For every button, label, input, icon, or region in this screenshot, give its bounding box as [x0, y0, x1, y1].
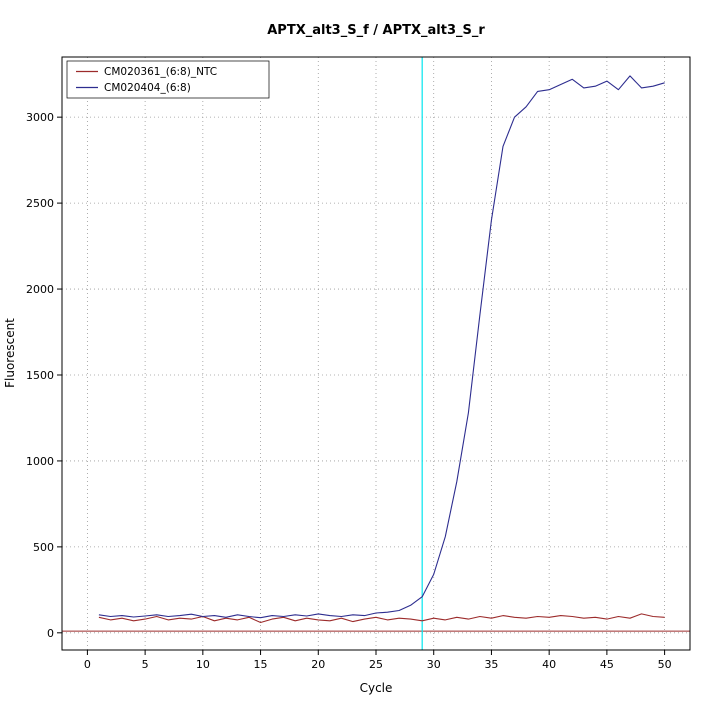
y-tick-label: 2500: [26, 197, 54, 210]
chart-title: APTX_alt3_S_f / APTX_alt3_S_r: [267, 23, 485, 38]
legend-label-sample: CM020404_(6:8): [104, 82, 191, 94]
y-tick-label: 3000: [26, 111, 54, 124]
grid-lines: [62, 57, 690, 650]
y-tick-label: 0: [47, 627, 54, 640]
threshold-lines: [62, 57, 690, 650]
x-tick-label: 35: [484, 658, 498, 671]
x-tick-label: 25: [369, 658, 383, 671]
x-tick-label: 5: [142, 658, 149, 671]
tick-labels: 0 5 10 15 20 25 30 35 40 45 5005001000150020002500…: [26, 111, 672, 671]
x-axis-label: Cycle: [360, 681, 393, 695]
x-tick-label: 40: [542, 658, 556, 671]
legend: CM020361_(6:8)_NTC CM020404_(6:8): [66, 60, 270, 99]
y-tick-label: 2000: [26, 283, 54, 296]
legend-box: [66, 60, 270, 99]
x-tick-label: 50: [658, 658, 672, 671]
x-tick-label: 0: [84, 658, 91, 671]
x-tick-label: 10: [196, 658, 210, 671]
series-line-1: [98, 75, 665, 619]
x-tick-label: 30: [427, 658, 441, 671]
x-tick-label: 15: [254, 658, 268, 671]
y-tick-label: 1500: [26, 369, 54, 382]
axis-ticks: [57, 116, 666, 655]
series-line-0: [98, 613, 665, 624]
series-lines: [98, 75, 665, 624]
y-tick-label: 500: [33, 541, 54, 554]
y-axis-label: Fluorescent: [3, 318, 17, 388]
x-tick-label: 45: [600, 658, 614, 671]
y-tick-label: 1000: [26, 455, 54, 468]
legend-label-ntc: CM020361_(6:8)_NTC: [104, 66, 217, 78]
x-tick-label: 20: [311, 658, 325, 671]
